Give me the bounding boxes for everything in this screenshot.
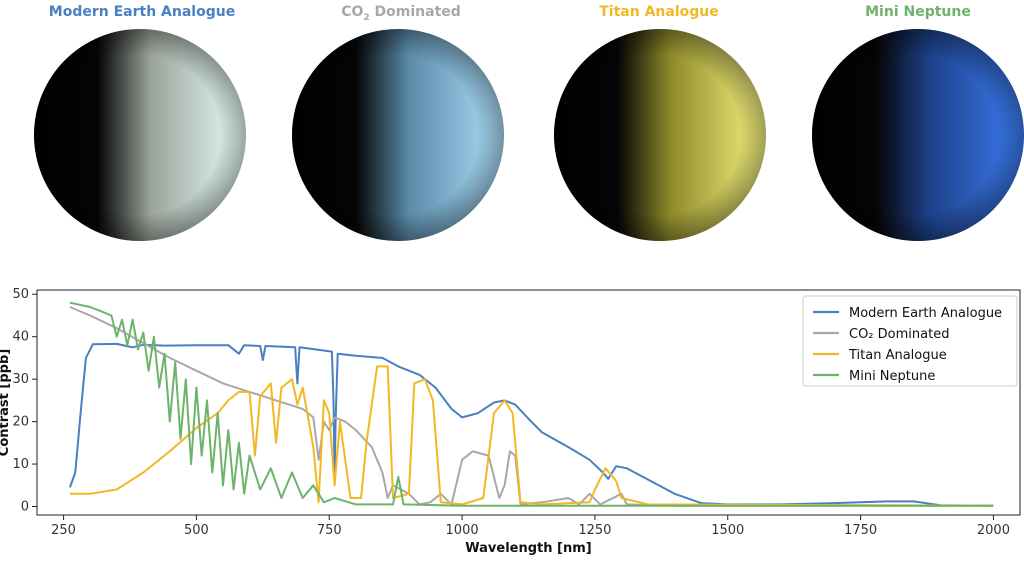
planet-shade <box>554 29 766 241</box>
legend-entry-3: Mini Neptune <box>849 369 935 384</box>
legend-box <box>802 295 1018 387</box>
planet-title-titan: Titan Analogue <box>599 4 719 20</box>
x-tick-label: 1750 <box>844 523 877 538</box>
y-tick-label: 50 <box>12 287 29 302</box>
legend-entry-1: CO₂ Dominated <box>849 327 949 342</box>
planet-shade <box>812 29 1024 241</box>
y-tick-label: 30 <box>12 372 29 387</box>
planet-shade <box>292 29 504 241</box>
y-tick-label: 20 <box>12 415 29 430</box>
x-tick-label: 750 <box>317 523 342 538</box>
legend-entry-0: Modern Earth Analogue <box>849 306 1002 321</box>
y-tick-label: 40 <box>12 330 29 345</box>
series-line-2 <box>69 365 994 507</box>
series-line-3 <box>69 301 994 507</box>
x-tick-label: 500 <box>184 523 209 538</box>
x-tick-label: 1500 <box>711 523 744 538</box>
x-axis-label: Wavelength [nm] <box>465 541 591 556</box>
planet-shade <box>34 29 246 241</box>
y-axis-label: Contrast [ppb] <box>0 349 12 456</box>
plot-frame <box>36 289 1021 516</box>
legend-entry-2: Titan Analogue <box>848 348 947 363</box>
x-tick-label: 250 <box>51 523 76 538</box>
planet-title-mini-neptune: Mini Neptune <box>865 4 971 20</box>
planet-panels <box>34 29 1024 241</box>
planet-title-modern-earth: Modern Earth Analogue <box>48 4 236 20</box>
y-tick-label: 0 <box>21 500 29 515</box>
x-tick-label: 1000 <box>446 523 479 538</box>
planet-title-co2: CO2 Dominated <box>341 4 461 23</box>
x-tick-label: 1250 <box>578 523 611 538</box>
x-tick-label: 2000 <box>977 523 1010 538</box>
y-tick-label: 10 <box>12 457 29 472</box>
series-line-0 <box>68 342 994 507</box>
